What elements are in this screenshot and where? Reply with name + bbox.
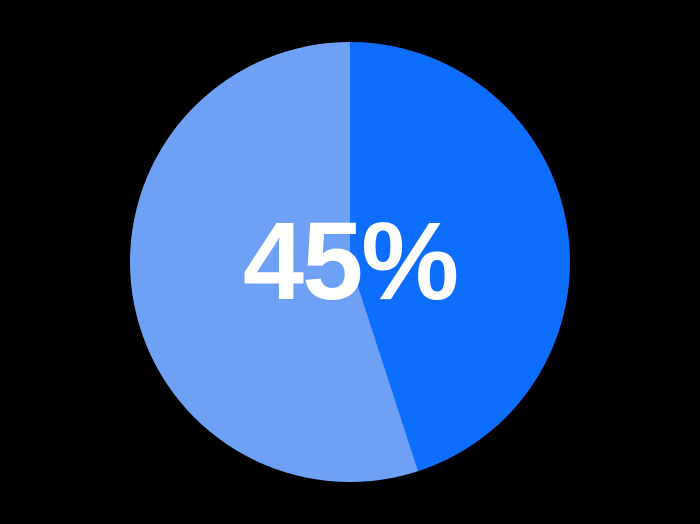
- pie-chart: 45%: [130, 42, 570, 482]
- chart-stage: 45%: [0, 0, 700, 524]
- percentage-label: 45%: [243, 207, 457, 317]
